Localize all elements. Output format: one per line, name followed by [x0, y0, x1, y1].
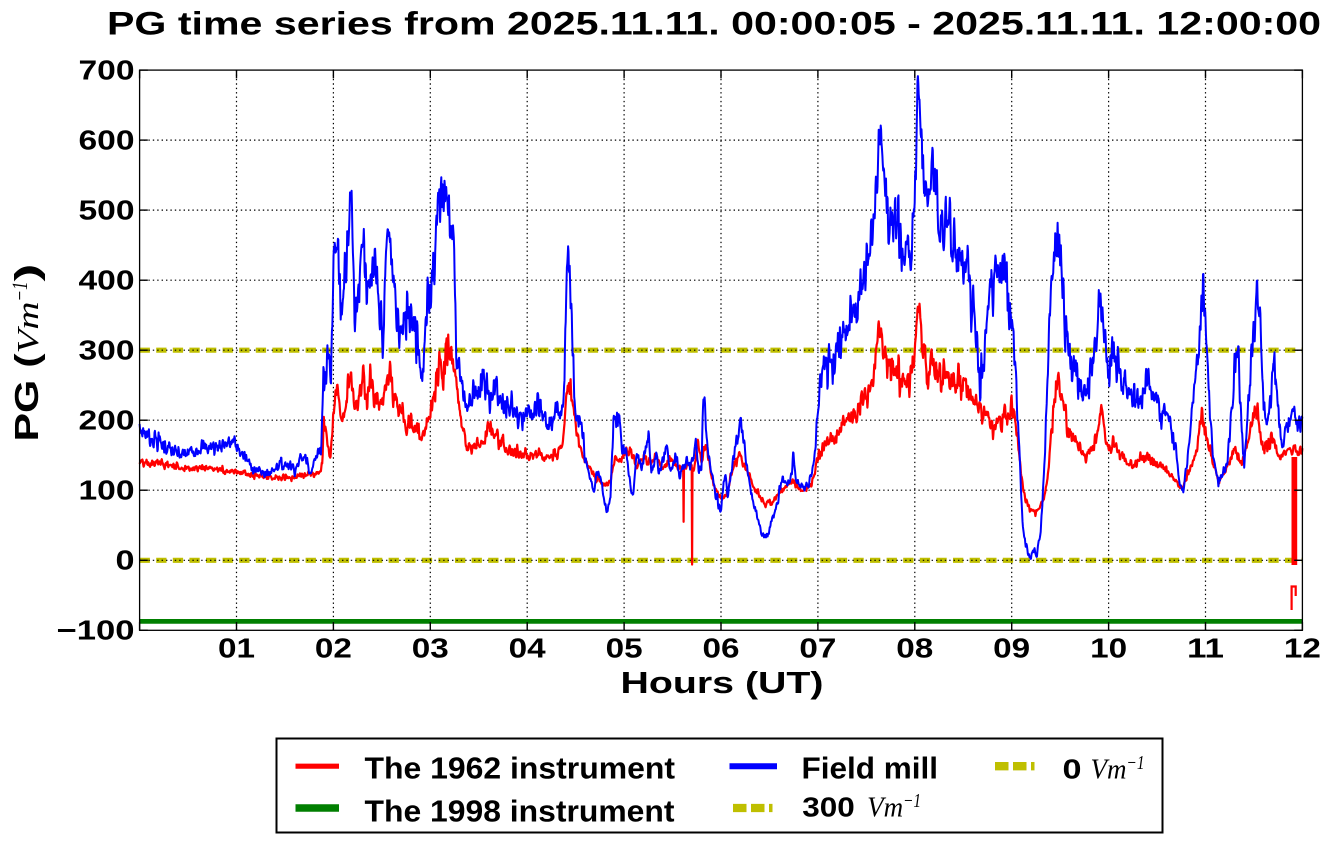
- svg-text:−100: −100: [57, 615, 135, 646]
- svg-text:03: 03: [412, 632, 449, 663]
- svg-text:100: 100: [79, 475, 135, 506]
- svg-text:Field mill: Field mill: [802, 750, 939, 785]
- svg-text:07: 07: [799, 632, 836, 663]
- svg-text:01: 01: [218, 632, 255, 663]
- svg-text:02: 02: [315, 632, 352, 663]
- svg-text:04: 04: [509, 632, 547, 663]
- svg-text:The 1962 instrument: The 1962 instrument: [365, 750, 676, 785]
- svg-text:08: 08: [896, 632, 933, 663]
- svg-text:600: 600: [79, 124, 135, 155]
- svg-text:PG time series from 2025.11.11: PG time series from 2025.11.11. 00:00:05…: [107, 6, 1321, 42]
- svg-text:12: 12: [1284, 632, 1321, 663]
- svg-text:700: 700: [79, 54, 135, 85]
- svg-text:10: 10: [1090, 632, 1127, 663]
- svg-text:0: 0: [116, 545, 135, 576]
- svg-text:09: 09: [993, 632, 1030, 663]
- svg-text:300: 300: [79, 335, 135, 366]
- svg-text:400: 400: [79, 265, 135, 296]
- svg-text:06: 06: [703, 632, 740, 663]
- svg-text:500: 500: [79, 194, 135, 225]
- svg-text:The 1998 instrument: The 1998 instrument: [365, 793, 675, 828]
- svg-text:PG (Vm−1): PG (Vm−1): [7, 264, 45, 442]
- svg-text:Hours (UT): Hours (UT): [621, 665, 824, 700]
- svg-text:05: 05: [606, 632, 643, 663]
- svg-text:0Vm−1: 0 Vm−1: [1063, 752, 1145, 786]
- svg-text:200: 200: [79, 405, 135, 436]
- svg-text:11: 11: [1187, 632, 1224, 663]
